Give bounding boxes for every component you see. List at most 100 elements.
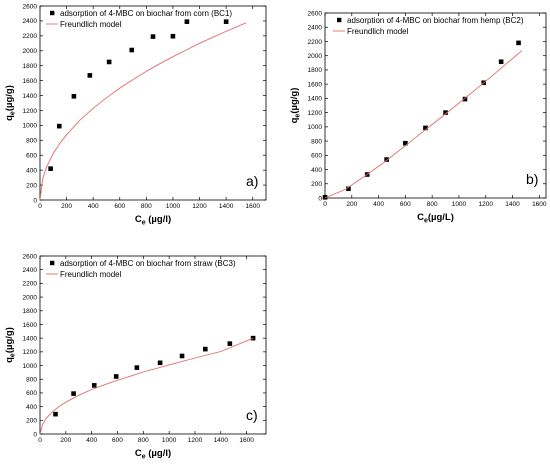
x-tick-label: 600: [400, 201, 411, 208]
legend-marker-symbol: [50, 10, 55, 16]
y-tick-label: 2200: [308, 39, 323, 46]
x-tick-label: 600: [114, 203, 125, 210]
x-tick-label: 1200: [478, 201, 493, 208]
y-tick-label: 1800: [23, 63, 38, 70]
x-tick-label: 1400: [219, 203, 234, 210]
y-axis-label: qe(µg/g): [4, 85, 17, 121]
y-tick-label: 2400: [308, 25, 323, 32]
data-point: [129, 47, 135, 53]
y-tick-label: 2400: [23, 18, 38, 25]
y-tick-label: 2000: [23, 48, 38, 55]
x-tick-label: 800: [427, 201, 438, 208]
y-tick-label: 200: [311, 181, 322, 188]
y-tick-label: 2200: [23, 281, 38, 288]
data-point: [56, 123, 62, 129]
data-point: [71, 93, 77, 99]
y-tick-label: 400: [26, 167, 37, 174]
chart-panel-3: 0 200 400 600 800 1000 1200 1400 1600 0 200 400 600 8…: [4, 253, 267, 461]
x-tick-label: 400: [373, 201, 384, 208]
x-tick-label: 800: [141, 203, 152, 210]
plot-frame: [39, 5, 267, 201]
y-tick-label: 2000: [308, 53, 323, 60]
y-tick-label: 1600: [23, 78, 38, 85]
legend-marker-symbol: [337, 17, 342, 23]
data-point: [91, 383, 97, 388]
data-point: [250, 335, 256, 341]
y-tick-label: 1200: [23, 108, 38, 115]
x-tick-label: 1200: [192, 203, 207, 210]
legend-line-label: Freundlich model: [60, 270, 122, 279]
panel-label: a): [246, 173, 258, 189]
data-point: [184, 19, 190, 24]
data-point: [346, 186, 351, 192]
freundlich-model-line: [39, 337, 254, 435]
x-tick-label: 200: [60, 437, 71, 444]
y-axis-label: qe(µg/g): [289, 88, 302, 124]
y-tick-label: 1000: [23, 123, 38, 130]
x-tick-label: 400: [86, 437, 97, 444]
data-point: [423, 125, 428, 131]
panel-label: b): [526, 171, 538, 187]
y-tick-label: 0: [33, 431, 37, 438]
legend-marker-label: adsorption of 4-MBC on biochar from stra…: [60, 259, 236, 268]
legend-line-label: Freundlich model: [347, 27, 409, 36]
legend-marker-label: adsorption of 4-MBC on biochar from hemp…: [347, 16, 524, 25]
data-point: [498, 59, 504, 65]
data-point: [113, 374, 119, 379]
data-point: [403, 140, 408, 146]
x-tick-label: 0: [38, 203, 42, 210]
chart-panel-2: 0 200 400 600 800 1000 1200 1400 1600 0 200 400 600 8…: [289, 10, 547, 224]
y-tick-label: 2400: [23, 267, 38, 274]
data-point: [48, 166, 53, 171]
x-tick-label: 400: [88, 203, 99, 210]
y-tick-label: 800: [311, 138, 322, 145]
x-tick-label: 600: [112, 437, 123, 444]
x-tick-label: 1000: [162, 437, 177, 444]
data-point: [106, 59, 112, 65]
plot-frame: [324, 12, 547, 199]
y-tick-label: 2000: [23, 294, 38, 301]
data-point: [150, 34, 156, 39]
data-point: [53, 411, 58, 417]
data-point: [462, 96, 468, 102]
y-tick-label: 1200: [308, 110, 323, 117]
y-tick-label: 600: [26, 390, 37, 397]
data-point: [384, 157, 389, 162]
y-tick-label: 0: [33, 197, 37, 204]
data-point: [179, 353, 185, 359]
x-axis-label: Ce(µg/L): [417, 212, 454, 225]
y-tick-label: 1000: [23, 363, 38, 370]
y-tick-label: 1800: [23, 308, 38, 315]
y-tick-label: 800: [26, 377, 37, 384]
y-tick-label: 1400: [308, 96, 323, 103]
y-tick-label: 1600: [308, 81, 323, 88]
x-axis-label: Ce (µg/l): [135, 448, 171, 461]
freundlich-model-line: [324, 50, 523, 199]
y-tick-label: 2600: [23, 3, 38, 10]
x-tick-label: 1400: [214, 437, 229, 444]
x-tick-label: 0: [323, 201, 327, 208]
y-tick-label: 1800: [308, 67, 323, 74]
x-tick-label: 200: [61, 203, 72, 210]
y-tick-label: 400: [26, 404, 37, 411]
y-tick-label: 600: [26, 153, 37, 160]
y-tick-label: 2200: [23, 33, 38, 40]
data-point: [170, 33, 176, 39]
x-tick-label: 1000: [166, 203, 181, 210]
y-tick-label: 2600: [23, 253, 38, 260]
data-point: [516, 40, 521, 46]
x-axis-label: Ce (µg/l): [135, 214, 171, 227]
data-point: [223, 19, 229, 24]
data-point: [134, 365, 140, 370]
legend-marker-symbol: [50, 260, 55, 266]
x-tick-label: 200: [346, 201, 357, 208]
legend-marker-label: adsorption of 4-MBC on biochar from corn…: [60, 9, 232, 18]
data-point: [227, 341, 233, 346]
chart-panel-1: 0 200 400 600 800 1000 1200 1400 1600 0 200 400 600 8…: [4, 3, 267, 227]
freundlich-model-line: [39, 22, 247, 201]
plot-frame: [39, 255, 267, 435]
data-point: [71, 391, 76, 396]
y-tick-label: 200: [26, 182, 37, 189]
y-tick-label: 400: [311, 167, 322, 174]
